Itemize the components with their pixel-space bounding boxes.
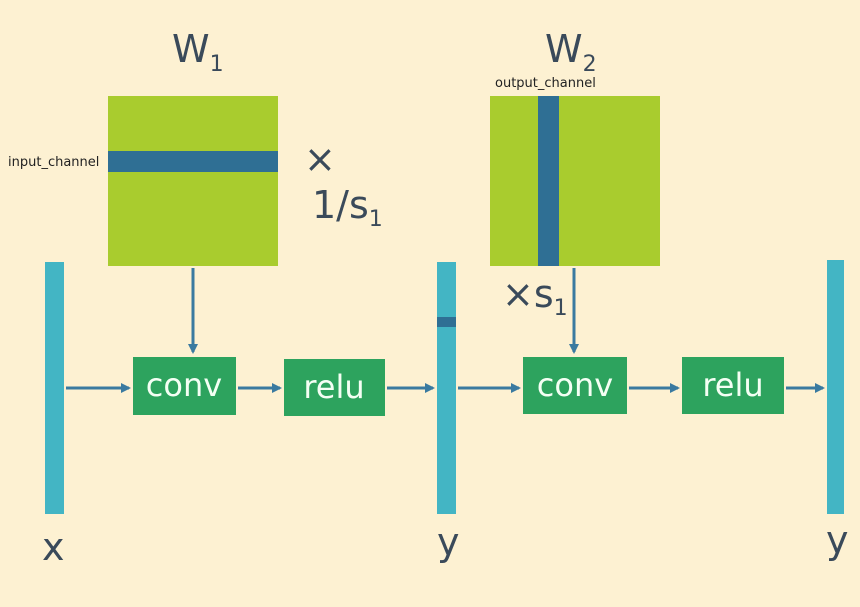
- op-relu-1: [284, 359, 385, 416]
- tensor-y-label: y: [437, 520, 460, 564]
- w1-input-channel-row: [108, 151, 278, 172]
- op-conv-1-label: conv: [146, 366, 222, 404]
- op-conv-2-label: conv: [537, 366, 613, 404]
- tensor-y-bar: [437, 262, 456, 514]
- output-channel-label: output_channel: [495, 76, 596, 91]
- w1-title: W1: [172, 27, 224, 77]
- tensor-x-label: x: [42, 525, 65, 569]
- op-conv-1: [133, 357, 236, 415]
- w2-scale-factor: ×s1: [502, 272, 568, 321]
- input-channel-label: input_channel: [8, 155, 99, 170]
- w2-title: W2: [545, 27, 597, 77]
- w1-scale-times: ×: [304, 137, 336, 181]
- w2-output-channel-column: [538, 96, 559, 266]
- tensor-y-highlight: [437, 317, 456, 327]
- tensor-y2-label: y: [826, 518, 849, 562]
- w1-matrix: [108, 96, 278, 266]
- op-relu-2: [682, 357, 784, 414]
- op-relu-2-label: relu: [702, 366, 763, 404]
- w2-matrix: [490, 96, 660, 266]
- op-relu-1-label: relu: [303, 368, 364, 406]
- w1-scale-factor: 1/s1: [312, 183, 383, 232]
- tensor-x-bar: [45, 262, 64, 514]
- tensor-y2-bar: [827, 260, 844, 514]
- op-conv-2: [523, 357, 627, 414]
